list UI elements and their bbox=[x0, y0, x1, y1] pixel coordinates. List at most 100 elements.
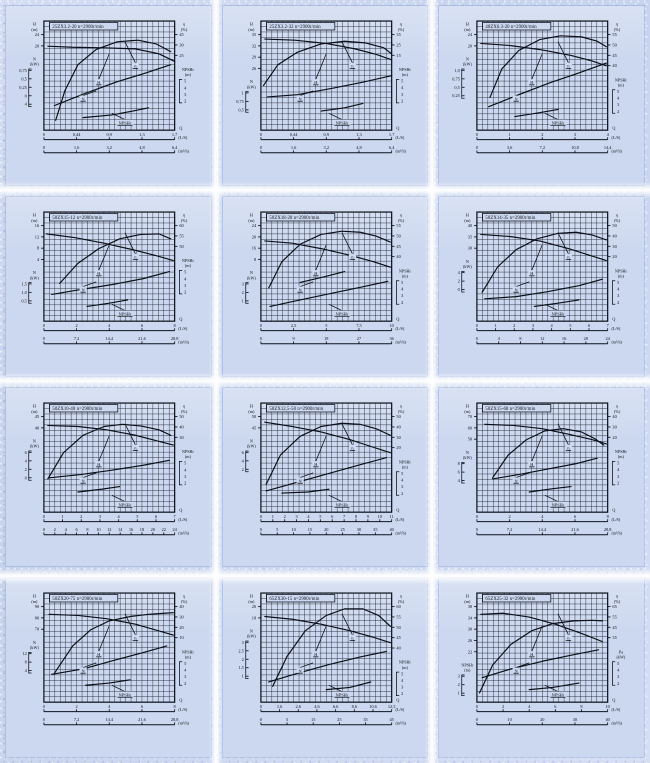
svg-text:3,6: 3,6 bbox=[507, 145, 513, 151]
performance-curve-chart: 40ZX6.3-20 n=2900r/minHηNNPSHrH(m)2420N(… bbox=[453, 20, 628, 153]
svg-text:(m): (m) bbox=[465, 408, 472, 413]
svg-text:0: 0 bbox=[259, 513, 261, 518]
curve-callouts: Hη N NPSHr bbox=[296, 41, 356, 126]
svg-text:(m): (m) bbox=[31, 218, 38, 223]
svg-text:H: H bbox=[466, 594, 469, 599]
right-axis: η(%)40 30 20 10 NPSHr(m)5 43 2 Q bbox=[174, 594, 195, 703]
svg-text:0,75: 0,75 bbox=[236, 99, 244, 105]
right-axis: η(%)55 50 45 40 NPSHr(m) 5 43 2 Q bbox=[607, 22, 628, 131]
curve-h bbox=[45, 233, 174, 261]
svg-text:29: 29 bbox=[251, 55, 255, 60]
svg-text:25: 25 bbox=[340, 527, 344, 532]
curve-label-head: H bbox=[314, 652, 317, 657]
svg-text:0: 0 bbox=[476, 336, 478, 341]
svg-text:7,2: 7,2 bbox=[507, 527, 512, 533]
svg-text:NPSHr: NPSHr bbox=[399, 268, 412, 273]
curve-label-npsh: NPSHr bbox=[335, 693, 348, 698]
svg-text:(%): (%) bbox=[614, 599, 621, 604]
svg-text:(m): (m) bbox=[402, 464, 409, 469]
curve-label-power: N bbox=[82, 669, 86, 674]
svg-text:4: 4 bbox=[458, 478, 461, 483]
svg-text:40: 40 bbox=[606, 717, 610, 722]
plot-frame bbox=[476, 211, 609, 322]
curve-eta bbox=[265, 422, 391, 485]
svg-text:30: 30 bbox=[179, 615, 183, 620]
plot-frame bbox=[43, 592, 176, 704]
svg-text:28,8: 28,8 bbox=[171, 717, 179, 723]
svg-text:3: 3 bbox=[241, 640, 243, 645]
svg-text:60: 60 bbox=[468, 425, 472, 430]
svg-text:3: 3 bbox=[617, 674, 619, 679]
svg-text:0: 0 bbox=[458, 287, 460, 292]
curve-npshr bbox=[280, 488, 330, 494]
curve-label-power: N bbox=[298, 669, 302, 674]
svg-text:(m³/h): (m³/h) bbox=[178, 339, 189, 344]
svg-text:Q: Q bbox=[179, 698, 182, 703]
svg-text:4: 4 bbox=[108, 704, 111, 709]
svg-text:12,5: 12,5 bbox=[388, 704, 396, 710]
svg-text:30: 30 bbox=[613, 244, 617, 249]
plot-gridlines bbox=[43, 593, 175, 703]
svg-text:15: 15 bbox=[396, 53, 400, 58]
svg-text:2,5: 2,5 bbox=[291, 323, 296, 329]
curve-label-head: H bbox=[97, 271, 100, 276]
svg-text:(m³/h): (m³/h) bbox=[395, 530, 406, 535]
curve-n bbox=[269, 280, 388, 307]
svg-text:(kW): (kW) bbox=[30, 443, 39, 448]
svg-text:6,6: 6,6 bbox=[333, 704, 339, 710]
svg-text:24: 24 bbox=[251, 223, 256, 228]
svg-text:4: 4 bbox=[25, 458, 28, 463]
curve-n bbox=[53, 64, 172, 107]
svg-text:3: 3 bbox=[617, 293, 619, 298]
svg-text:N: N bbox=[250, 79, 253, 84]
svg-text:0,9: 0,9 bbox=[323, 132, 328, 138]
curve-eta bbox=[492, 427, 605, 478]
svg-text:45: 45 bbox=[35, 414, 39, 419]
svg-text:1: 1 bbox=[241, 674, 243, 679]
svg-text:5: 5 bbox=[401, 280, 403, 285]
curve-callouts: Hη N NPSHr bbox=[512, 41, 573, 126]
svg-text:1,7: 1,7 bbox=[172, 132, 178, 138]
bottom-axis: 0 1 2 3 4 5 6 7(L/S)0 4 8 12 16 20 24(m³/h) bbox=[476, 323, 623, 344]
plot-gridlines bbox=[260, 593, 392, 703]
svg-text:(m): (m) bbox=[465, 218, 472, 223]
performance-curve-chart: 50ZX18-20 n=2900r/minHηNNPSHrH(m)2420168… bbox=[241, 211, 412, 344]
svg-text:22: 22 bbox=[468, 650, 472, 655]
curve-npshr bbox=[528, 682, 580, 691]
curve-npshr bbox=[86, 299, 129, 307]
curve-callouts: Hη N NPSHr bbox=[512, 423, 573, 508]
curve-group bbox=[263, 421, 391, 494]
svg-text:0: 0 bbox=[25, 475, 27, 480]
bottom-axis: 0 1 2 3 4 5 6 7 8 9 10 11(L/S) 0 5 10 15 20 25 30 35 40(m³/h… bbox=[259, 513, 406, 534]
svg-text:(m³/h): (m³/h) bbox=[395, 721, 406, 726]
curve-npshr bbox=[325, 681, 371, 691]
svg-text:40: 40 bbox=[613, 63, 617, 68]
svg-text:(m): (m) bbox=[618, 82, 625, 87]
curve-npshr bbox=[534, 299, 580, 307]
curve-label-power: N bbox=[298, 287, 302, 292]
svg-text:Q: Q bbox=[179, 316, 182, 321]
left-axis: H(m)24 20 N(kW)0,75 0,5 0,25 0 4 bbox=[19, 22, 44, 108]
svg-text:40: 40 bbox=[396, 424, 400, 429]
svg-text:40: 40 bbox=[179, 604, 183, 609]
svg-text:NPSHr: NPSHr bbox=[182, 258, 195, 263]
svg-text:(%): (%) bbox=[398, 599, 405, 604]
svg-text:4: 4 bbox=[401, 286, 404, 291]
svg-text:8: 8 bbox=[520, 336, 522, 341]
svg-text:η: η bbox=[183, 594, 185, 599]
svg-text:1,6: 1,6 bbox=[291, 145, 297, 151]
svg-text:60: 60 bbox=[396, 604, 400, 609]
